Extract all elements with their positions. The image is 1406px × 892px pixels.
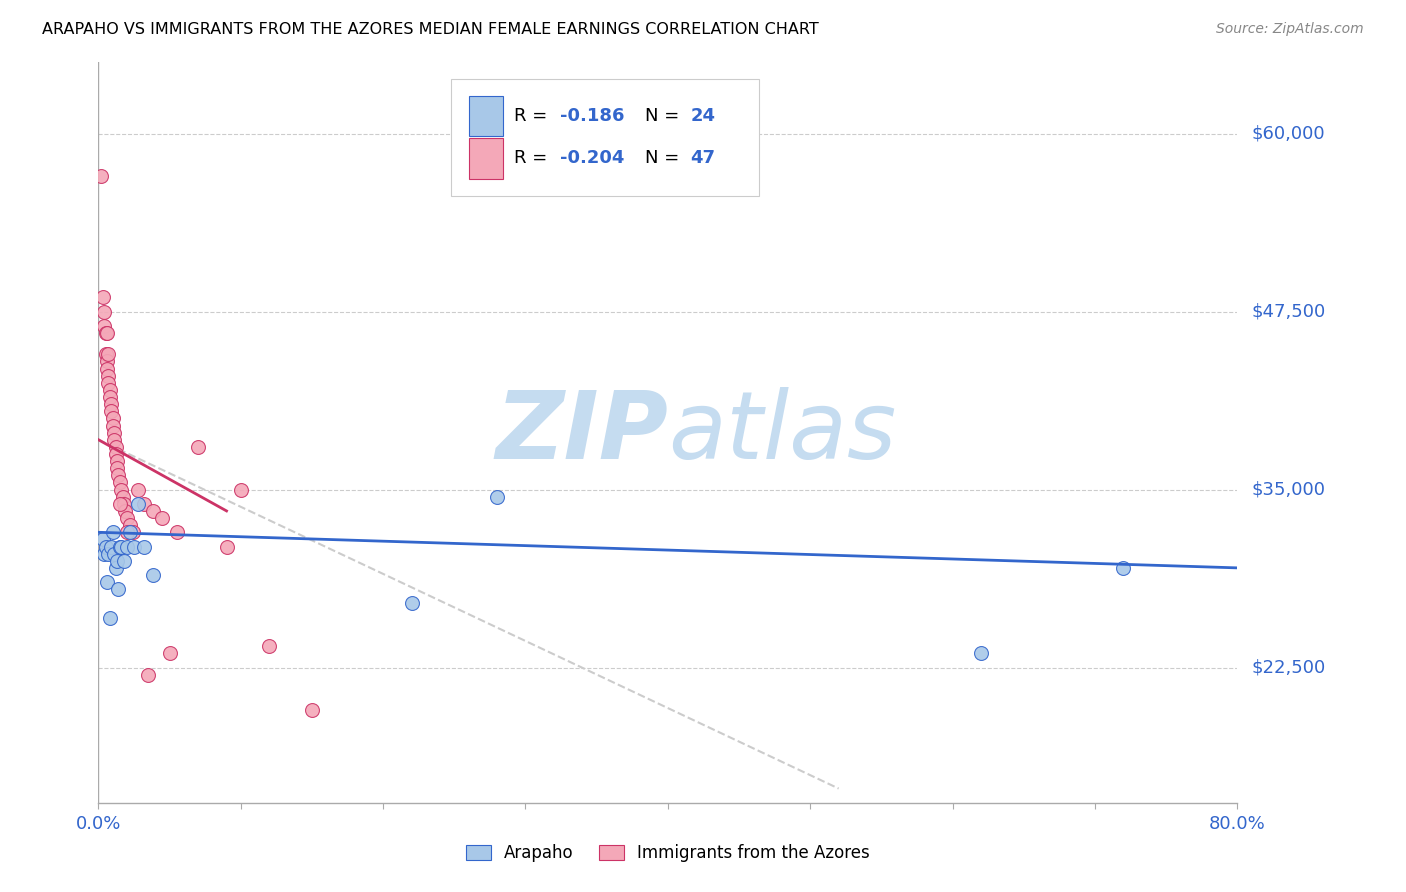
Point [105,554,128,568]
Point [141,568,163,582]
Text: R =: R = [515,149,553,167]
Point [401,597,423,611]
Point [98,610,121,624]
Point [132,497,155,511]
Text: -0.186: -0.186 [560,107,624,125]
Point [100,397,122,411]
Point [110,540,132,554]
Bar [468,138,503,178]
Point [141,504,163,518]
Point [98,383,121,397]
Point [301,703,323,717]
Point [94,540,117,554]
Point [93,547,115,561]
Point [110,483,132,497]
Bar [468,95,503,136]
Point [970,646,993,660]
Point [132,540,155,554]
Point [122,540,145,554]
Point [91,290,114,304]
Point [111,490,134,504]
Text: $47,500: $47,500 [1251,302,1326,320]
Point [114,504,136,518]
Point [94,326,117,340]
Point [96,326,118,340]
Point [108,540,131,554]
Point [159,646,181,660]
Text: $35,000: $35,000 [1251,481,1326,499]
Point [259,639,281,653]
Point [112,554,135,568]
Point [97,547,120,561]
Point [104,561,127,575]
Point [97,368,120,383]
Text: ARAPAHO VS IMMIGRANTS FROM THE AZORES MEDIAN FEMALE EARNINGS CORRELATION CHART: ARAPAHO VS IMMIGRANTS FROM THE AZORES ME… [42,22,818,37]
Point [100,540,122,554]
Point [121,525,143,540]
Text: R =: R = [515,107,553,125]
FancyBboxPatch shape [451,78,759,195]
Point [97,347,120,361]
Point [112,497,135,511]
Text: ZIP: ZIP [495,386,668,479]
Point [100,404,122,418]
Point [96,361,118,376]
Point [105,454,128,468]
Point [187,440,209,454]
Point [96,575,118,590]
Point [108,497,131,511]
Point [101,411,124,425]
Point [96,354,118,368]
Point [118,525,141,540]
Point [136,667,159,681]
Point [98,390,121,404]
Point [108,475,131,490]
Point [103,433,125,447]
Point [101,525,124,540]
Point [127,483,149,497]
Point [166,525,188,540]
Text: N =: N = [645,107,685,125]
Point [486,490,509,504]
Point [229,483,252,497]
Point [115,525,138,540]
Text: $22,500: $22,500 [1251,658,1326,676]
Point [115,540,138,554]
Text: 24: 24 [690,107,716,125]
Point [91,533,114,547]
Point [97,376,120,390]
Text: Source: ZipAtlas.com: Source: ZipAtlas.com [1216,22,1364,37]
Text: N =: N = [645,149,685,167]
Text: atlas: atlas [668,387,896,478]
Point [215,540,238,554]
Point [115,511,138,525]
Point [127,497,149,511]
Point [107,582,129,597]
Point [152,511,174,525]
Text: 47: 47 [690,149,716,167]
Point [1112,561,1135,575]
Point [94,347,117,361]
Legend: Arapaho, Immigrants from the Azores: Arapaho, Immigrants from the Azores [460,838,876,869]
Point [104,447,127,461]
Point [101,418,124,433]
Point [90,169,112,184]
Point [118,518,141,533]
Point [107,468,129,483]
Point [103,547,125,561]
Point [93,304,115,318]
Point [105,461,128,475]
Text: $60,000: $60,000 [1251,125,1324,143]
Point [104,440,127,454]
Text: -0.204: -0.204 [560,149,624,167]
Point [103,425,125,440]
Point [93,318,115,333]
